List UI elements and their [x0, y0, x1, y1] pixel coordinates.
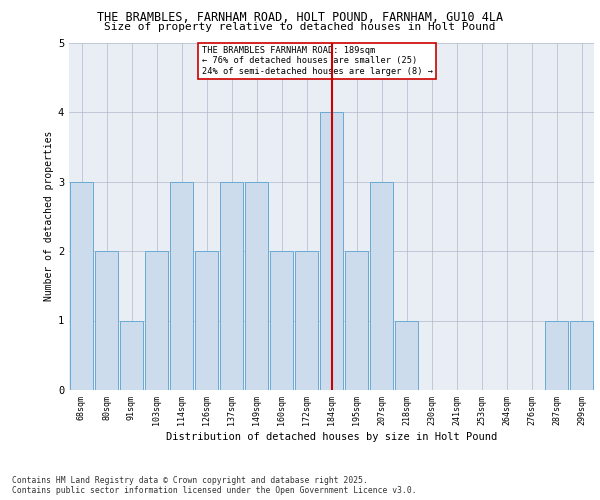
Text: THE BRAMBLES, FARNHAM ROAD, HOLT POUND, FARNHAM, GU10 4LA: THE BRAMBLES, FARNHAM ROAD, HOLT POUND, … [97, 11, 503, 24]
Bar [120, 320, 143, 390]
Bar [270, 251, 293, 390]
X-axis label: Distribution of detached houses by size in Holt Pound: Distribution of detached houses by size … [166, 432, 497, 442]
Bar [145, 251, 168, 390]
Bar [95, 251, 118, 390]
Bar [395, 320, 418, 390]
Bar [70, 182, 93, 390]
Text: Contains HM Land Registry data © Crown copyright and database right 2025.
Contai: Contains HM Land Registry data © Crown c… [12, 476, 416, 495]
Bar [320, 112, 343, 390]
Bar [545, 320, 568, 390]
Text: THE BRAMBLES FARNHAM ROAD: 189sqm
← 76% of detached houses are smaller (25)
24% : THE BRAMBLES FARNHAM ROAD: 189sqm ← 76% … [202, 46, 433, 76]
Y-axis label: Number of detached properties: Number of detached properties [44, 131, 54, 302]
Bar [195, 251, 218, 390]
Bar [170, 182, 193, 390]
Bar [245, 182, 268, 390]
Bar [570, 320, 593, 390]
Bar [370, 182, 393, 390]
Text: Size of property relative to detached houses in Holt Pound: Size of property relative to detached ho… [104, 22, 496, 32]
Bar [220, 182, 243, 390]
Bar [345, 251, 368, 390]
Bar [295, 251, 318, 390]
